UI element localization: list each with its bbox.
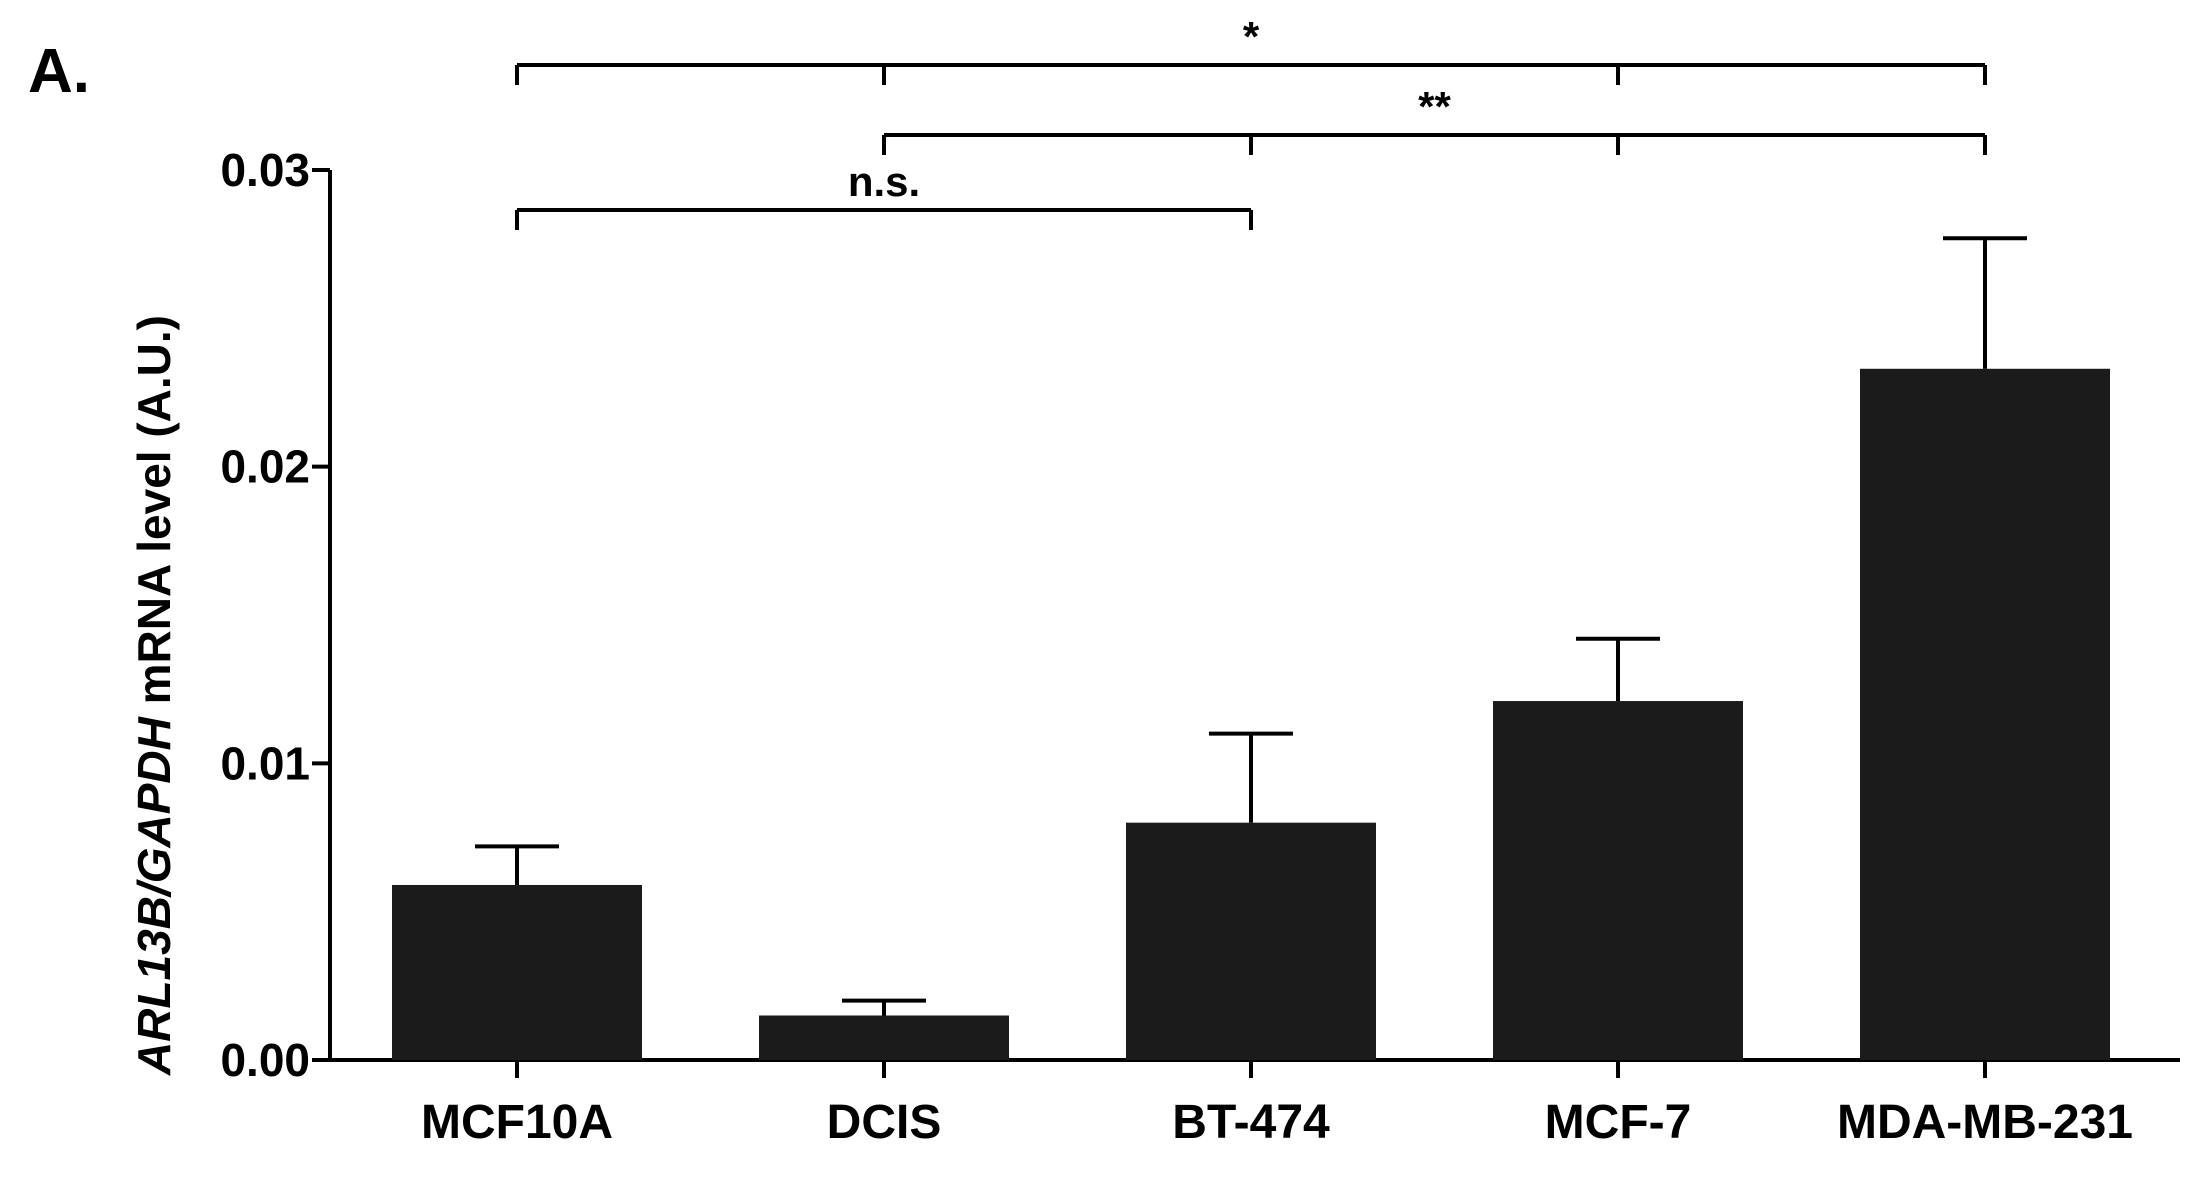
bar-DCIS	[759, 1015, 1009, 1060]
y-axis-label-part-0: ARL13B/GAPDH	[128, 716, 180, 1076]
x-tick-label-MCF10A: MCF10A	[421, 1096, 613, 1149]
y-tick-label-3: 0.03	[220, 144, 310, 196]
significance-brackets: ***n.s.	[515, 13, 1987, 230]
y-tick-label-0: 0.00	[220, 1034, 310, 1086]
x-tick-label-DCIS: DCIS	[827, 1096, 942, 1149]
sig-label-1: **	[1418, 83, 1451, 130]
bars-group	[392, 236, 2110, 1060]
bar-BT-474	[1126, 822, 1376, 1060]
panel-label: A.	[28, 37, 90, 106]
bar-MCF-7	[1493, 701, 1743, 1060]
y-axis-label-part-1: mRNA level (A.U.)	[128, 315, 180, 717]
axes: 0.00 0.01 0.02 0.03 MCF10A DCIS BT-474 MCF-7 MDA…	[220, 144, 2180, 1149]
x-tick-label-MDA-MB-231: MDA-MB-231	[1837, 1096, 2133, 1149]
y-tick-label-1: 0.01	[220, 737, 310, 789]
sig-label-0: *	[1243, 13, 1260, 60]
y-axis-label: ARL13B/GAPDH mRNA level (A.U.)	[128, 315, 180, 1076]
x-tick-label-MCF-7: MCF-7	[1545, 1096, 1692, 1149]
bar-MDA-MB-231	[1860, 368, 2110, 1060]
y-tick-label-2: 0.02	[220, 441, 310, 493]
sig-label-2: n.s.	[848, 158, 920, 205]
x-tick-label-BT-474: BT-474	[1172, 1096, 1330, 1149]
bar-MCF10A	[392, 884, 642, 1060]
